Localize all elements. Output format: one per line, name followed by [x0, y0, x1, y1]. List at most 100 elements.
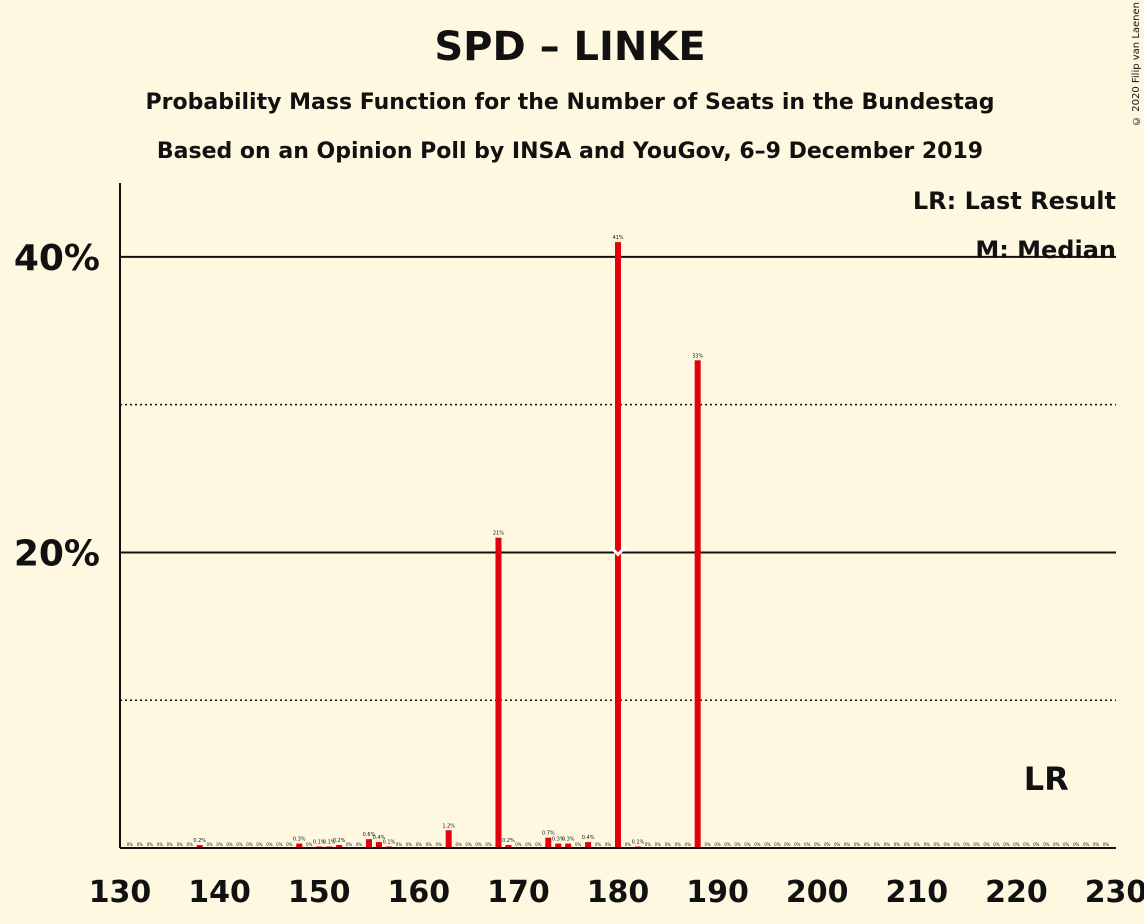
- zero-label-200: 0%: [814, 842, 821, 847]
- zero-label-209: 0%: [904, 842, 911, 847]
- zero-label-223: 0%: [1043, 842, 1050, 847]
- zero-label-131: 0%: [127, 842, 134, 847]
- median-marker: [608, 545, 628, 557]
- zero-label-133: 0%: [147, 842, 154, 847]
- bar-label-138: 0.2%: [193, 838, 206, 844]
- zero-label-210: 0%: [914, 842, 921, 847]
- zero-label-202: 0%: [834, 842, 841, 847]
- bar-value-labels: 0% 0% 0% 0% 0% 0% 0% 0% 0% 0% 0% 0% 0% 0% 0% 0% 0% 0% 0% 0%…: [127, 235, 1110, 847]
- bar-seat-174: [555, 843, 562, 848]
- bar-label-180: 41%: [612, 235, 623, 241]
- zero-label-144: 0%: [256, 842, 263, 847]
- x-tick-label-230: 230: [1085, 875, 1144, 910]
- bar-label-148: 0.3%: [293, 837, 306, 843]
- bars: [196, 242, 701, 849]
- bar-label-173: 0.7%: [542, 831, 555, 837]
- zero-label-147: 0%: [286, 842, 293, 847]
- bar-label-169: 0.2%: [502, 838, 515, 844]
- legend-last-result: LR: Last Result: [913, 187, 1116, 215]
- bar-label-163: 1.2%: [442, 823, 455, 829]
- zero-label-205: 0%: [864, 842, 871, 847]
- bar-seat-188: [694, 360, 701, 848]
- y-tick-label-20: 20%: [14, 533, 100, 574]
- zero-label-194: 0%: [754, 842, 761, 847]
- chart-title: SPD – LINKE: [434, 24, 706, 70]
- zero-label-222: 0%: [1033, 842, 1040, 847]
- zero-label-139: 0%: [206, 842, 213, 847]
- zero-label-199: 0%: [804, 842, 811, 847]
- zero-label-206: 0%: [874, 842, 881, 847]
- zero-label-145: 0%: [266, 842, 273, 847]
- zero-label-137: 0%: [187, 842, 194, 847]
- zero-label-161: 0%: [426, 842, 433, 847]
- bar-seat-156: [375, 842, 382, 848]
- zero-label-229: 0%: [1103, 842, 1110, 847]
- bar-label-157: 0.1%: [383, 840, 396, 846]
- zero-label-201: 0%: [824, 842, 831, 847]
- zero-label-198: 0%: [794, 842, 801, 847]
- bar-seat-177: [585, 842, 592, 848]
- zero-label-186: 0%: [675, 842, 682, 847]
- bar-seat-138: [196, 845, 203, 848]
- zero-label-165: 0%: [465, 842, 472, 847]
- zero-label-221: 0%: [1023, 842, 1030, 847]
- zero-label-227: 0%: [1083, 842, 1090, 847]
- bar-seat-180: [615, 242, 621, 849]
- zero-label-181: 0%: [625, 842, 632, 847]
- x-tick-label-150: 150: [288, 875, 351, 910]
- zero-label-142: 0%: [236, 842, 243, 847]
- zero-label-216: 0%: [973, 842, 980, 847]
- zero-label-154: 0%: [356, 842, 363, 847]
- zero-label-195: 0%: [764, 842, 771, 847]
- x-tick-label-130: 130: [89, 875, 152, 910]
- zero-label-158: 0%: [396, 842, 403, 847]
- bar-label-188: 33%: [692, 353, 703, 359]
- zero-label-153: 0%: [346, 842, 353, 847]
- zero-label-207: 0%: [884, 842, 891, 847]
- zero-label-226: 0%: [1073, 842, 1080, 847]
- x-tick-label-180: 180: [587, 875, 650, 910]
- zero-label-141: 0%: [226, 842, 233, 847]
- zero-label-160: 0%: [416, 842, 423, 847]
- zero-label-224: 0%: [1053, 842, 1060, 847]
- zero-label-164: 0%: [455, 842, 462, 847]
- zero-label-190: 0%: [714, 842, 721, 847]
- zero-label-166: 0%: [475, 842, 482, 847]
- zero-label-211: 0%: [924, 842, 931, 847]
- zero-label-217: 0%: [983, 842, 990, 847]
- zero-label-196: 0%: [774, 842, 781, 847]
- zero-label-184: 0%: [655, 842, 662, 847]
- bar-label-177: 0.4%: [582, 835, 595, 841]
- bar-label-155: 0.6%: [363, 832, 376, 838]
- chart-subtitle-source: Based on an Opinion Poll by INSA and You…: [156, 139, 984, 164]
- zero-label-191: 0%: [724, 842, 731, 847]
- bar-seat-173: [545, 837, 552, 848]
- zero-label-179: 0%: [605, 842, 612, 847]
- zero-label-176: 0%: [575, 842, 582, 847]
- x-tick-label-140: 140: [188, 875, 251, 910]
- x-tick-label-160: 160: [387, 875, 450, 910]
- zero-label-146: 0%: [276, 842, 283, 847]
- x-tick-label-210: 210: [885, 875, 948, 910]
- bar-seat-148: [296, 843, 303, 848]
- zero-label-183: 0%: [645, 842, 652, 847]
- bar-seat-155: [366, 839, 372, 848]
- zero-label-208: 0%: [894, 842, 901, 847]
- bar-seat-175: [565, 843, 572, 848]
- zero-label-214: 0%: [953, 842, 960, 847]
- zero-label-197: 0%: [784, 842, 791, 847]
- bar-seat-169: [505, 845, 512, 848]
- zero-label-143: 0%: [246, 842, 253, 847]
- zero-label-213: 0%: [944, 842, 951, 847]
- zero-label-171: 0%: [525, 842, 532, 847]
- x-tick-label-170: 170: [487, 875, 550, 910]
- zero-label-172: 0%: [535, 842, 542, 847]
- zero-label-140: 0%: [216, 842, 223, 847]
- bar-label-150: 0.1%: [313, 840, 326, 846]
- zero-label-185: 0%: [665, 842, 672, 847]
- zero-label-204: 0%: [854, 842, 861, 847]
- bar-label-152: 0.2%: [333, 838, 346, 844]
- bar-label-168: 21%: [493, 531, 504, 537]
